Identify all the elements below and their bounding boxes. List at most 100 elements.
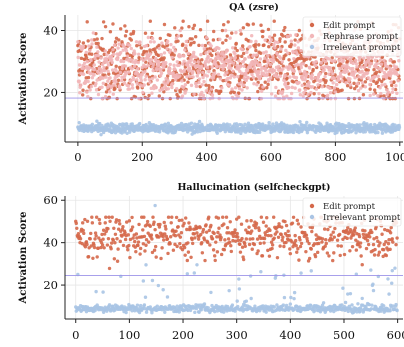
data-point [353,229,357,233]
data-point [228,70,232,75]
data-point [84,240,89,244]
data-point [330,56,334,60]
data-point [253,42,258,47]
data-point [214,240,218,244]
data-point [305,96,309,101]
data-point [180,79,184,83]
data-point [394,83,398,88]
data-point [127,70,131,74]
data-point [388,309,392,313]
data-point [293,86,297,90]
data-point [205,74,209,78]
data-point [260,254,265,258]
data-point [169,221,173,225]
data-point [176,34,181,38]
data-point [82,231,86,236]
data-point [313,254,318,259]
data-point [116,227,121,231]
data-point [192,92,196,96]
data-point [269,233,273,238]
data-point [191,26,195,31]
data-point [380,79,384,84]
data-point [160,83,164,87]
data-point [197,119,202,124]
data-point [342,55,347,59]
data-point [263,80,267,84]
data-point [137,222,141,227]
data-point [114,80,118,84]
data-point [305,72,309,76]
data-point [133,245,137,249]
data-point [340,75,344,79]
data-point [90,38,94,42]
data-point [172,45,176,50]
data-point [326,227,330,232]
data-point [121,59,126,64]
data-point [111,238,115,242]
data-point [263,56,267,60]
data-point [382,94,386,98]
data-point [284,303,289,308]
data-point [388,74,393,78]
data-point [216,230,220,235]
data-point [202,302,207,306]
data-point [250,72,254,77]
data-point [306,92,310,97]
data-point [253,226,258,230]
data-point [388,247,392,252]
data-point [390,268,394,273]
data-point [141,58,146,63]
data-point [107,83,111,88]
data-point [269,92,274,96]
data-point [121,48,125,52]
data-point [291,130,296,135]
x-tick-label: 0 [74,150,81,164]
data-point [187,221,191,225]
data-point [75,226,79,230]
data-point [259,74,263,78]
data-point [184,39,189,44]
data-point [275,75,280,79]
data-point [198,225,202,230]
data-point [207,84,211,88]
data-point [144,310,149,314]
data-point [280,225,284,229]
data-point [279,232,283,237]
data-point [299,65,303,70]
data-point [227,63,232,68]
data-point [372,88,377,92]
data-point [138,76,143,80]
data-point [241,83,246,87]
data-point [97,71,101,75]
data-point [218,77,223,81]
data-point [231,234,236,239]
data-point [258,63,262,67]
data-point [162,220,166,225]
data-point [106,69,110,74]
data-point [245,68,250,73]
data-point [387,292,391,296]
data-point [132,49,136,53]
data-point [173,234,178,238]
data-point [219,252,224,257]
data-point [104,215,108,219]
data-point [219,235,223,240]
data-point [108,90,112,94]
data-point [142,303,147,307]
data-point [227,288,231,293]
data-point [291,80,296,84]
data-point [285,34,290,39]
data-point [195,74,199,78]
data-point [292,57,296,61]
data-point [395,308,399,313]
data-point [391,87,395,91]
data-point [111,92,115,96]
data-point [98,121,102,126]
legend-marker [309,203,315,209]
data-point [295,218,300,223]
data-point [162,56,166,60]
data-point [380,232,384,236]
data-point [264,224,268,228]
data-point [148,305,152,309]
data-point [136,67,140,71]
